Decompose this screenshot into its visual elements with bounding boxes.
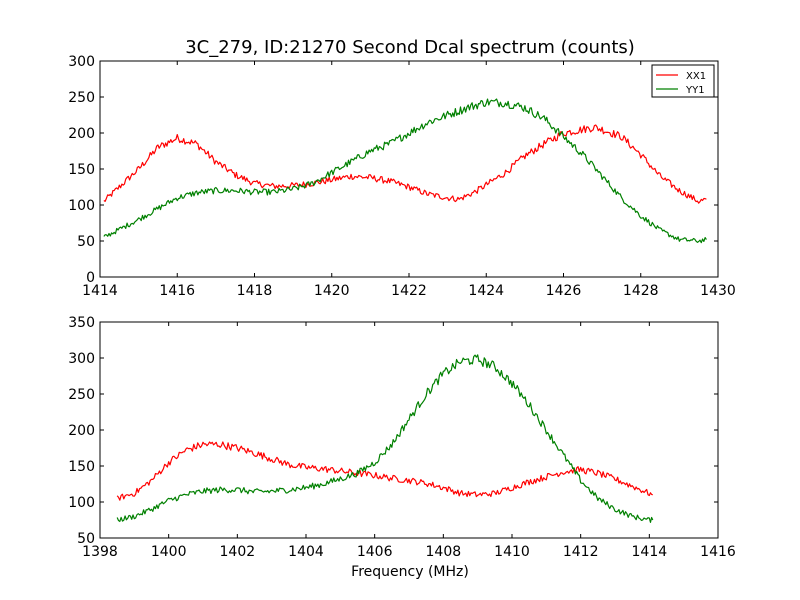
x-tick-label: 1430: [700, 283, 736, 299]
x-tick-label: 1422: [391, 283, 427, 299]
y-tick-label: 100: [68, 198, 95, 214]
x-tick-label: 1412: [563, 544, 599, 560]
x-tick-label: 1398: [82, 544, 118, 560]
x-tick-label: 1404: [288, 544, 324, 560]
x-tick-label: 1426: [546, 283, 582, 299]
series-line-1-0: [116, 441, 653, 501]
y-tick-label: 300: [68, 54, 95, 70]
x-tick-label: 1410: [494, 544, 530, 560]
x-tick-label: 1418: [237, 283, 273, 299]
y-tick-label: 200: [68, 423, 95, 439]
y-tick-label: 50: [77, 234, 95, 250]
top-panel: 1414 1416 1418 1420 1422 1424 1426 1428 1430 0 50 1…: [68, 54, 736, 299]
y-tick-label: 250: [68, 387, 95, 403]
x-tick-label: 1420: [314, 283, 350, 299]
x-tick-label: 1402: [220, 544, 256, 560]
y-tick-label: 100: [68, 495, 95, 511]
y-tick-label: 150: [68, 162, 95, 178]
y-tick-label: 250: [68, 90, 95, 106]
x-tick-label: 1416: [700, 544, 736, 560]
y-tick-label: 0: [86, 270, 95, 286]
bottom-panel: 1398 1400 1402 1404 1406 1408 1410 1412 1414 1416…: [68, 315, 736, 560]
series-line-xx1: [103, 124, 707, 204]
legend-entry: XX1: [686, 71, 706, 82]
x-tick-label: 1414: [632, 544, 668, 560]
series-line-yy1: [103, 98, 707, 244]
y-tick-label: 150: [68, 459, 95, 475]
x-axis-label: Frequency (MHz): [351, 564, 469, 580]
y-tick-label: 350: [68, 315, 95, 331]
legend-entry: YY1: [685, 85, 705, 96]
x-tick-label: 1406: [357, 544, 393, 560]
x-tick-label: 1408: [426, 544, 462, 560]
y-tick-label: 200: [68, 126, 95, 142]
x-tick-label: 1400: [151, 544, 187, 560]
x-tick-label: 1424: [468, 283, 504, 299]
x-tick-label: 1416: [159, 283, 195, 299]
chart-title: 3C_279, ID:21270 Second Dcal spectrum (c…: [185, 37, 635, 58]
x-tick-label: 1428: [623, 283, 659, 299]
y-tick-label: 50: [77, 531, 95, 547]
series-line-1-1: [116, 354, 654, 523]
y-tick-label: 300: [68, 351, 95, 367]
x-tick-label: 1414: [82, 283, 118, 299]
